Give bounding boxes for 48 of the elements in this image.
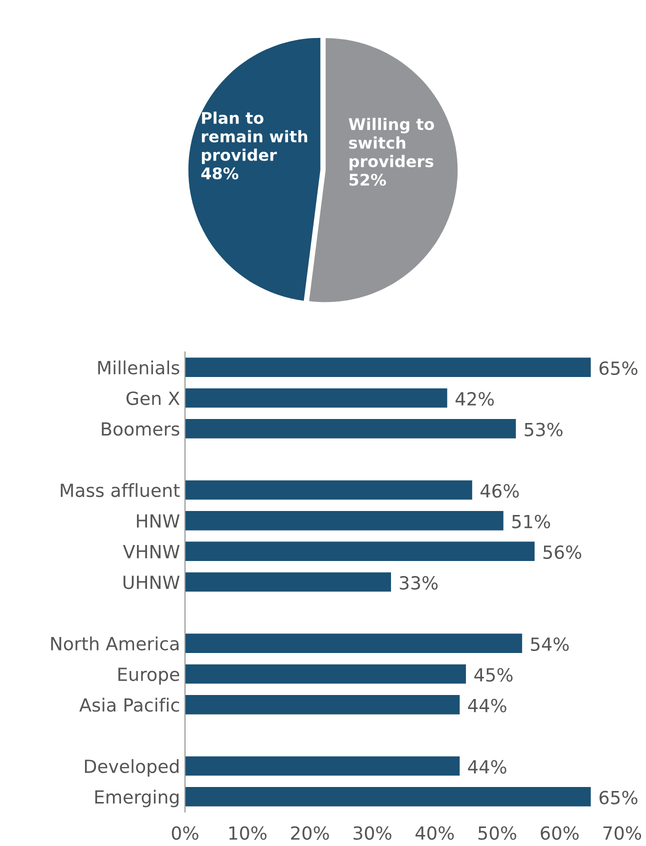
bar (185, 542, 535, 561)
data-label: 56% (543, 545, 582, 560)
bar (185, 358, 591, 377)
data-label: 42% (456, 392, 494, 406)
bar (185, 756, 460, 776)
bar (185, 511, 504, 530)
x-tick-label: 20% (291, 826, 329, 840)
bar (185, 419, 516, 438)
y-tick-label: VHNW (122, 545, 180, 558)
x-tick-label: 10% (229, 826, 266, 840)
bar (185, 634, 522, 653)
bar (185, 388, 448, 408)
x-tick-label: 60% (540, 826, 579, 840)
bar (185, 664, 466, 684)
bar (185, 695, 460, 714)
x-tick-label: 40% (416, 826, 454, 840)
y-tick-label: Millenials (98, 360, 180, 374)
bar (185, 787, 591, 806)
y-tick-label: UHNW (124, 576, 180, 590)
y-tick-label: Boomers (102, 422, 180, 436)
data-label: 48% (201, 167, 238, 180)
data-label: 46% (480, 484, 519, 498)
data-label: 45% (474, 668, 513, 682)
data-label: 51% (512, 514, 550, 528)
x-tick-label: 50% (478, 826, 516, 840)
y-tick-label: Mass affluent (60, 483, 180, 498)
y-tick-label: Gen X (126, 391, 180, 406)
data-label: 52% (349, 174, 386, 186)
x-tick-label: 70% (603, 826, 642, 840)
y-tick-label: Developed (85, 759, 178, 777)
data-label: 33% (400, 576, 438, 590)
y-tick-label: HNW (136, 514, 180, 528)
data-label: 44% (468, 698, 506, 712)
y-tick-label: Asia Pacific (79, 698, 180, 712)
x-tick-label: 30% (354, 826, 392, 840)
data-label: 44% (468, 760, 506, 774)
bar (185, 480, 472, 500)
data-label: 65% (600, 790, 638, 804)
bar (185, 572, 392, 592)
y-tick-label: Europe (118, 668, 180, 685)
slice-label: Willing to switch providers (348, 118, 434, 170)
data-label: 53% (524, 422, 562, 436)
y-tick-label: North America (51, 636, 178, 650)
data-label: 54% (531, 637, 569, 652)
slice-label: Plan to remain with provider (202, 112, 308, 164)
x-tick-label: 0% (172, 826, 198, 840)
data-label: 65% (600, 361, 638, 376)
y-tick-label: Emerging (95, 790, 178, 808)
